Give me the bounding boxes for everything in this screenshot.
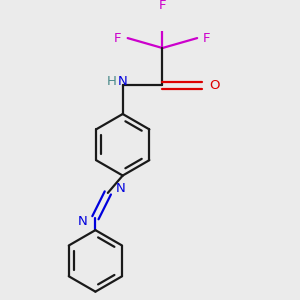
Text: H: H [107, 75, 117, 88]
Text: F: F [114, 32, 122, 45]
Text: N: N [115, 182, 125, 195]
Text: F: F [203, 32, 211, 45]
Text: N: N [118, 75, 128, 88]
Text: N: N [78, 215, 88, 228]
Text: F: F [159, 0, 166, 12]
Text: O: O [209, 79, 220, 92]
